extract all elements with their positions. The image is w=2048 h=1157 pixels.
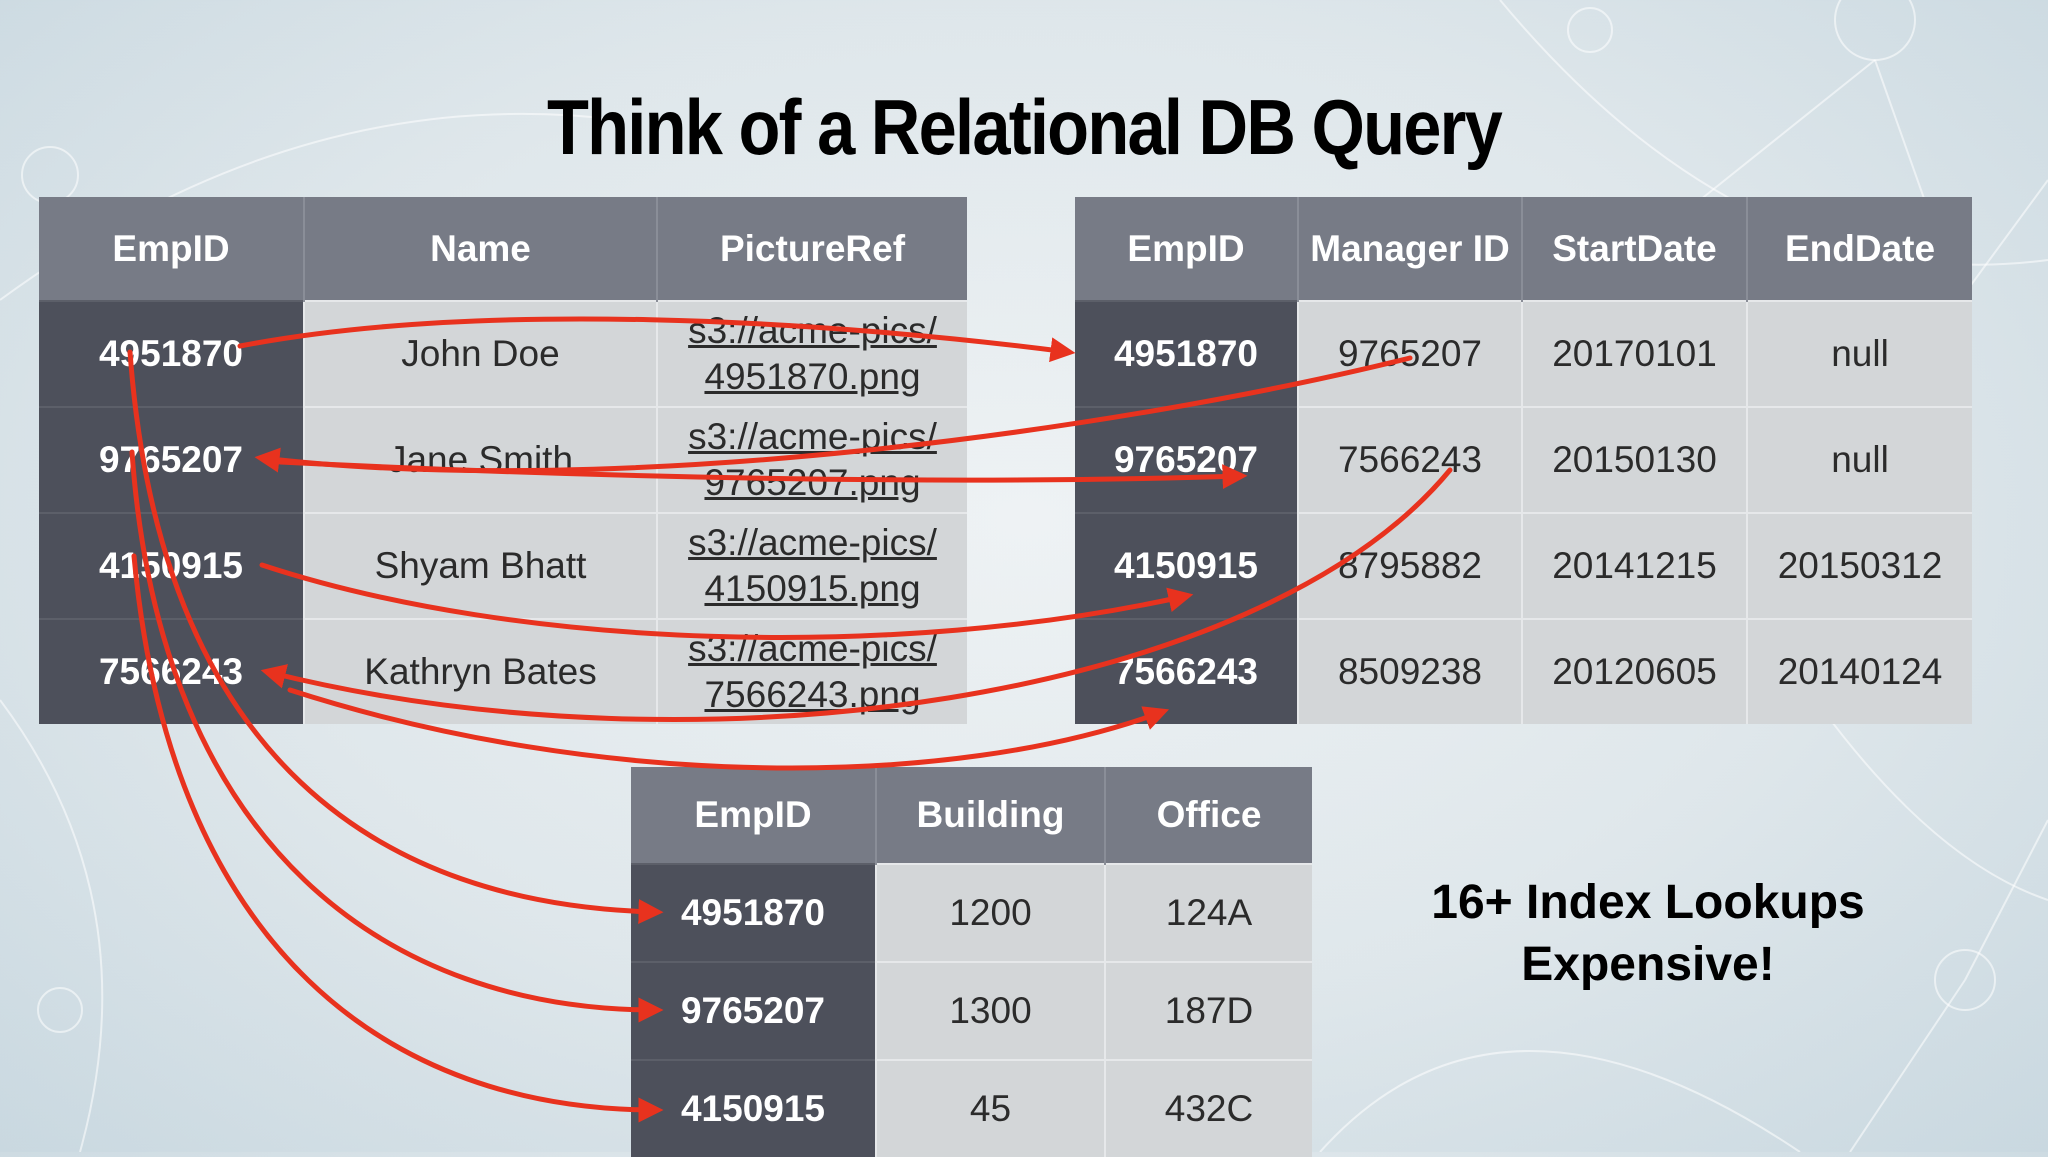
locations-table: EmpID Building Office 4951870 1200 124A … [631,767,1312,1157]
table-row: 4951870 1200 124A [631,863,1312,962]
picture-ref-line2: 4150915.png [704,568,921,609]
picture-ref-link[interactable]: s3://acme-pics/4951870.png [656,300,967,407]
empid-cell: 7566243 [39,618,304,724]
start-date-cell: 20141215 [1521,512,1747,619]
manager-id-cell: 9765207 [1297,300,1522,407]
empid-cell: 4951870 [631,863,876,962]
office-cell: 187D [1104,961,1312,1060]
empid-cell: 4150915 [1075,512,1298,619]
index-lookups-note: 16+ Index Lookups Expensive! [1368,872,1928,996]
table-row: 9765207 Jane Smith s3://acme-pics/976520… [39,406,967,513]
empid-cell: 4150915 [631,1059,876,1157]
building-cell: 1300 [875,961,1105,1060]
table-row: 4150915 Shyam Bhatt s3://acme-pics/41509… [39,512,967,619]
start-date-cell: 20150130 [1521,406,1747,513]
picture-ref-line1: s3://acme-pics/ [688,522,937,563]
table-row: 4150915 45 432C [631,1059,1312,1157]
table-row: 7566243 8509238 20120605 20140124 [1075,618,1972,724]
empid-cell: 4150915 [39,512,304,619]
employees-table: EmpID Name PictureRef 4951870 John Doe s… [39,197,967,724]
building-cell: 45 [875,1059,1105,1157]
table-row: 4951870 John Doe s3://acme-pics/4951870.… [39,300,967,407]
name-cell: Jane Smith [303,406,657,513]
end-date-cell: 20140124 [1746,618,1972,724]
picture-ref-line1: s3://acme-pics/ [688,628,937,669]
empid-cell: 9765207 [1075,406,1298,513]
column-header: EndDate [1746,197,1972,301]
office-cell: 432C [1104,1059,1312,1157]
column-header: Name [303,197,657,301]
picture-ref-link[interactable]: s3://acme-pics/7566243.png [656,618,967,724]
table-row: 4951870 9765207 20170101 null [1075,300,1972,407]
note-line-1: 16+ Index Lookups [1431,876,1865,929]
start-date-cell: 20170101 [1521,300,1747,407]
empid-cell: 4951870 [39,300,304,407]
manager-id-cell: 8509238 [1297,618,1522,724]
managers-table: EmpID Manager ID StartDate EndDate 49518… [1075,197,1972,724]
employees-header-row: EmpID Name PictureRef [39,197,967,301]
picture-ref-line1: s3://acme-pics/ [688,310,937,351]
empid-cell: 9765207 [631,961,876,1060]
end-date-cell: null [1746,406,1972,513]
managers-header-row: EmpID Manager ID StartDate EndDate [1075,197,1972,301]
table-row: 4150915 8795882 20141215 20150312 [1075,512,1972,619]
end-date-cell: 20150312 [1746,512,1972,619]
start-date-cell: 20120605 [1521,618,1747,724]
table-row: 7566243 Kathryn Bates s3://acme-pics/756… [39,618,967,724]
table-row: 9765207 7566243 20150130 null [1075,406,1972,513]
picture-ref-line2: 7566243.png [704,674,921,715]
column-header: PictureRef [656,197,967,301]
column-header: EmpID [631,767,876,864]
empid-cell: 9765207 [39,406,304,513]
picture-ref-line1: s3://acme-pics/ [688,416,937,457]
locations-header-row: EmpID Building Office [631,767,1312,864]
note-line-2: Expensive! [1521,938,1775,991]
end-date-cell: null [1746,300,1972,407]
column-header: EmpID [39,197,304,301]
picture-ref-link[interactable]: s3://acme-pics/9765207.png [656,406,967,513]
empid-cell: 7566243 [1075,618,1298,724]
empid-cell: 4951870 [1075,300,1298,407]
picture-ref-link[interactable]: s3://acme-pics/4150915.png [656,512,967,619]
building-cell: 1200 [875,863,1105,962]
column-header: StartDate [1521,197,1747,301]
name-cell: Kathryn Bates [303,618,657,724]
column-header: Manager ID [1297,197,1522,301]
slide-title: Think of a Relational DB Query [546,83,1503,171]
column-header: EmpID [1075,197,1298,301]
picture-ref-line2: 4951870.png [704,356,921,397]
table-row: 9765207 1300 187D [631,961,1312,1060]
office-cell: 124A [1104,863,1312,962]
column-header: Building [875,767,1105,864]
picture-ref-line2: 9765207.png [704,462,921,503]
name-cell: John Doe [303,300,657,407]
name-cell: Shyam Bhatt [303,512,657,619]
column-header: Office [1104,767,1312,864]
manager-id-cell: 8795882 [1297,512,1522,619]
manager-id-cell: 7566243 [1297,406,1522,513]
